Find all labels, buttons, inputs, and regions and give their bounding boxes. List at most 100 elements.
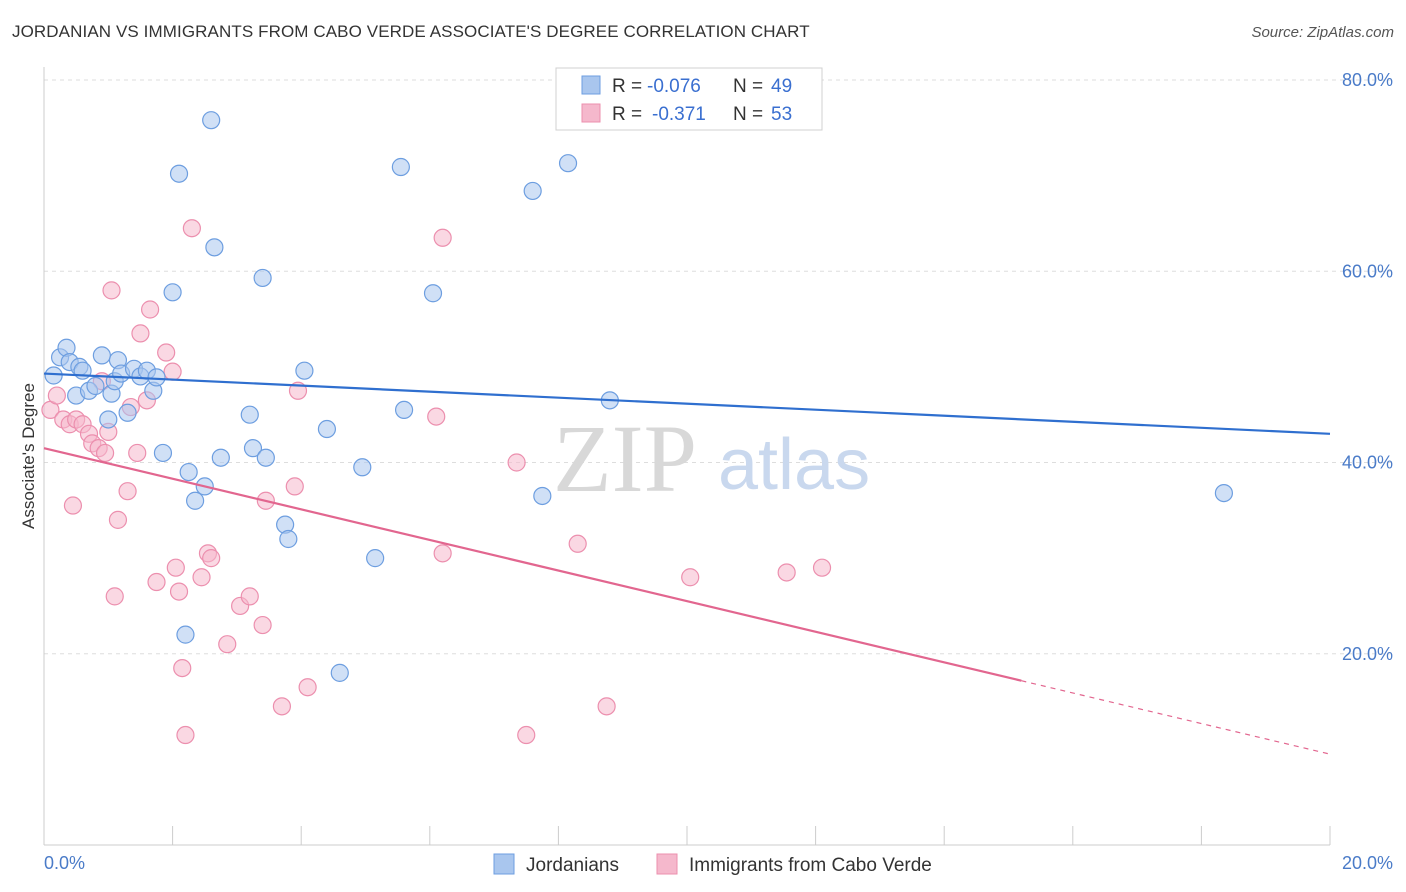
cabo-verde-point-51 bbox=[812, 558, 832, 577]
jordanians-point-10 bbox=[99, 410, 118, 429]
x-tick-label-max: 20.0% bbox=[1342, 853, 1393, 873]
watermark: ZIP atlas bbox=[553, 405, 870, 512]
cabo-verde-point-15 bbox=[108, 510, 128, 529]
cabo-verde-point-36 bbox=[253, 615, 272, 635]
cabo-verde-point-13 bbox=[102, 281, 121, 300]
cabo-verde-point-22 bbox=[147, 572, 166, 592]
cabo-verde-point-46 bbox=[517, 725, 536, 745]
cabo-verde-point-27 bbox=[173, 658, 192, 678]
jordanians-point-21 bbox=[153, 443, 173, 463]
jordanians-point-26 bbox=[186, 491, 205, 510]
legend-n-value-2: 53 bbox=[771, 104, 792, 125]
jordanians-point-38 bbox=[317, 419, 337, 439]
bottom-legend-swatch-cabo-verde bbox=[656, 853, 678, 875]
cabo-verde-point-35 bbox=[240, 587, 259, 606]
cabo-verde-trend-line bbox=[43, 447, 1022, 682]
jordanians-point-45 bbox=[523, 181, 542, 201]
cabo-verde-point-23 bbox=[157, 343, 176, 362]
legend-r-value-2: -0.371 bbox=[652, 104, 706, 125]
cabo-verde-point-32 bbox=[202, 549, 221, 568]
cabo-verde-point-47 bbox=[568, 534, 587, 553]
y-axis-label: Associate's Degree bbox=[19, 383, 38, 529]
jordanians-point-41 bbox=[366, 549, 385, 568]
jordanians-point-49 bbox=[1214, 484, 1234, 503]
cabo-verde-point-38 bbox=[272, 697, 292, 716]
y-tick-label-60: 60.0% bbox=[1342, 261, 1393, 281]
cabo-verde-point-25 bbox=[166, 558, 185, 577]
legend-r-label-1: R = bbox=[612, 76, 642, 97]
jordanians-point-33 bbox=[253, 268, 272, 288]
cabo-verde-point-48 bbox=[597, 697, 616, 716]
jordanians-point-36 bbox=[279, 529, 298, 549]
cabo-verde-point-43 bbox=[433, 228, 452, 247]
cabo-verde-point-29 bbox=[182, 219, 201, 238]
jordanians-point-29 bbox=[205, 238, 224, 257]
y-tick-label-80: 80.0% bbox=[1342, 70, 1393, 90]
jordanians-point-46 bbox=[533, 486, 552, 506]
series-cabo-verde-points bbox=[41, 219, 832, 745]
jordanians-point-22 bbox=[163, 283, 182, 302]
stats-legend-swatch-blue bbox=[581, 75, 601, 95]
jordanians-trend-line bbox=[43, 372, 1331, 435]
jordanians-point-8 bbox=[86, 376, 105, 396]
jordanians-point-40 bbox=[353, 458, 372, 477]
cabo-verde-point-44 bbox=[433, 544, 452, 563]
watermark-atlas: atlas bbox=[718, 425, 870, 505]
cabo-verde-point-4 bbox=[63, 496, 83, 515]
jordanians-point-42 bbox=[391, 157, 410, 177]
cabo-verde-point-33 bbox=[218, 635, 237, 654]
jordanians-point-37 bbox=[295, 361, 314, 380]
x-tick-label-min: 0.0% bbox=[44, 853, 85, 873]
cabo-verde-point-19 bbox=[131, 324, 150, 343]
cabo-verde-point-26 bbox=[169, 582, 189, 601]
jordanians-point-9 bbox=[92, 346, 111, 365]
cabo-verde-point-50 bbox=[777, 563, 796, 582]
cabo-verde-point-21 bbox=[140, 300, 160, 319]
chart-title: JORDANIAN VS IMMIGRANTS FROM CABO VERDE … bbox=[12, 22, 810, 41]
jordanians-point-15 bbox=[118, 403, 137, 422]
stats-legend: R = -0.076 N = 49 R = -0.371 N = 53 bbox=[555, 67, 823, 131]
jordanians-point-43 bbox=[394, 400, 414, 420]
watermark-zip: ZIP bbox=[553, 405, 697, 512]
legend-r-label-2: R = bbox=[612, 104, 642, 125]
x-axis-ticks bbox=[43, 826, 1331, 845]
cabo-verde-point-24 bbox=[163, 362, 182, 381]
jordanians-point-47 bbox=[558, 154, 578, 173]
legend-n-value-1: 49 bbox=[771, 76, 792, 97]
cabo-verde-point-30 bbox=[192, 568, 211, 587]
cabo-verde-point-14 bbox=[105, 587, 124, 606]
jordanians-point-24 bbox=[176, 625, 195, 644]
bottom-legend-label-jordanians: Jordanians bbox=[526, 855, 619, 876]
source-credit: Source: ZipAtlas.com bbox=[1251, 24, 1394, 41]
cabo-verde-point-45 bbox=[507, 453, 526, 472]
cabo-verde-point-39 bbox=[285, 477, 304, 496]
cabo-verde-point-28 bbox=[176, 725, 195, 745]
cabo-verde-point-1 bbox=[47, 386, 66, 405]
y-tick-label-40: 40.0% bbox=[1342, 453, 1393, 473]
jordanians-point-34 bbox=[256, 448, 275, 467]
bottom-legend: Jordanians Immigrants from Cabo Verde bbox=[493, 853, 932, 876]
series-jordanians-points bbox=[44, 111, 1234, 682]
bottom-legend-swatch-jordanians bbox=[493, 853, 515, 875]
jordanians-point-0 bbox=[44, 366, 63, 385]
trend-lines bbox=[43, 372, 1331, 755]
cabo-verde-trend-line-extension bbox=[1021, 680, 1331, 755]
stats-legend-swatch-pink bbox=[581, 103, 601, 123]
jordanians-point-20 bbox=[147, 368, 166, 387]
jordanians-point-39 bbox=[330, 663, 349, 682]
cabo-verde-point-11 bbox=[95, 443, 115, 463]
cabo-verde-point-41 bbox=[298, 678, 317, 697]
cabo-verde-point-42 bbox=[427, 407, 446, 426]
legend-n-label-2: N = bbox=[733, 104, 763, 125]
gridlines bbox=[44, 79, 1393, 655]
bottom-legend-label-cabo-verde: Immigrants from Cabo Verde bbox=[689, 855, 932, 876]
y-tick-label-20: 20.0% bbox=[1342, 644, 1393, 664]
cabo-verde-point-49 bbox=[681, 568, 700, 587]
legend-r-value-1: -0.076 bbox=[647, 76, 701, 97]
jordanians-point-44 bbox=[423, 284, 443, 303]
jordanians-point-31 bbox=[240, 405, 259, 424]
y-axis-tick-labels: 20.0% 40.0% 60.0% 80.0% bbox=[1342, 70, 1393, 664]
jordanians-point-25 bbox=[179, 462, 198, 482]
legend-n-label-1: N = bbox=[733, 76, 763, 97]
jordanians-point-23 bbox=[169, 164, 189, 183]
